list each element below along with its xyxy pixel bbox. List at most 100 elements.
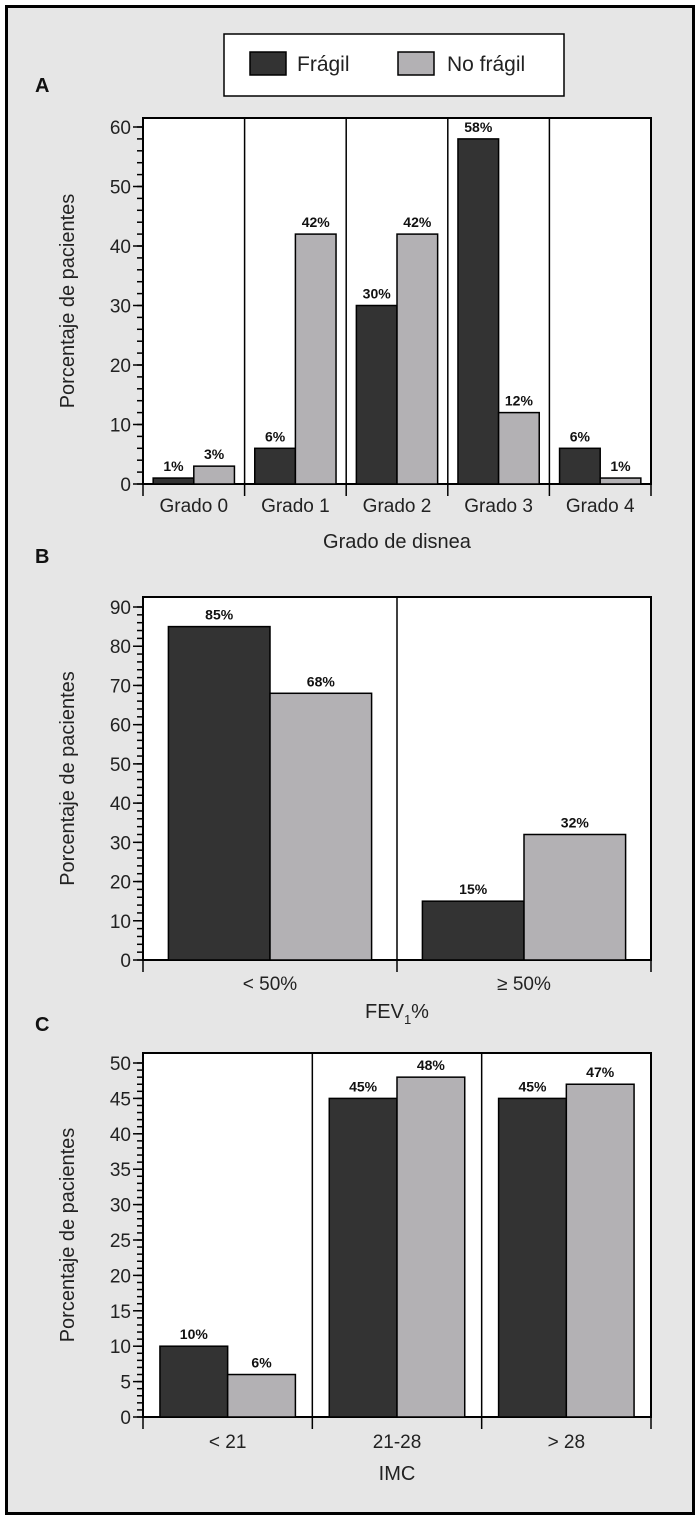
bar-no-fragil [396,233,439,485]
bar-no-fragil [497,411,540,485]
bar-value-label: 10% [180,1326,209,1342]
x-axis-label: Grado de disnea [323,531,472,553]
bar-value-label: 1% [163,458,184,474]
chart-panel-c: C 0 5 10 15 20 25 30 35 40 45 50 10% 6% < 21 45% 48% 21-2… [35,1014,652,1485]
x-axis-label-main: IMC [379,1463,416,1485]
y-tick-label: 0 [120,475,131,496]
x-tick-label: < 50% [243,974,298,995]
y-tick-label: 10 [110,416,131,437]
bar-value-label: 48% [417,1057,446,1073]
bar-fragil [355,304,398,485]
x-axis-label-subscript: 1 [404,1012,411,1027]
bar-value-label: 68% [307,673,336,689]
legend: Frágil No frágil [223,33,565,97]
y-tick-label: 30 [110,1196,131,1217]
bar-value-label: 6% [265,428,286,444]
bar-fragil [328,1097,398,1418]
x-tick-label: < 21 [209,1432,247,1453]
x-tick-label: Grado 0 [159,496,228,517]
bar-fragil [421,900,525,961]
y-tick-label: 15 [110,1302,131,1323]
y-tick-label: 40 [110,794,131,815]
y-tick-label: 45 [110,1089,131,1110]
y-tick-label: 60 [110,118,131,139]
bar-value-label: 32% [561,814,590,830]
panel-label: B [35,546,49,568]
x-tick-label: Grado 3 [464,496,533,517]
y-axis-label: Porcentaje de pacientes [57,1128,79,1343]
legend-label-no-fragil: No frágil [447,53,525,76]
y-tick-label: 20 [110,873,131,894]
bar-fragil [558,447,601,485]
bar-value-label: 45% [349,1078,378,1094]
x-tick-label: Grado 1 [261,496,330,517]
x-tick-label: > 28 [548,1432,586,1453]
x-axis-label-suffix: % [411,1001,429,1023]
bar-fragil [152,477,195,485]
x-tick-label: 21-28 [373,1432,422,1453]
x-tick-label: Grado 2 [363,496,432,517]
x-axis-label: FEV1% [365,1001,429,1027]
bar-no-fragil [294,233,337,485]
bar-no-fragil [599,477,642,485]
y-tick-label: 25 [110,1231,131,1252]
bar-value-label: 6% [570,428,591,444]
bar-value-label: 47% [586,1064,615,1080]
y-tick-label: 90 [110,598,131,619]
y-tick-label: 50 [110,1054,131,1075]
bar-fragil [159,1345,229,1418]
y-axis-label: Porcentaje de pacientes [57,194,79,409]
y-tick-label: 50 [110,755,131,776]
panel-label: A [35,75,49,97]
y-tick-label: 50 [110,178,131,199]
bar-fragil [457,138,500,485]
chart-panel-a: A 0 10 20 30 40 50 60 1% 3% Grado 0 6% 42% Grado 1 30%… [35,75,652,553]
bar-no-fragil [193,465,236,485]
bar-no-fragil [523,833,627,961]
y-tick-label: 60 [110,716,131,737]
y-tick-label: 70 [110,676,131,697]
y-tick-label: 40 [110,1125,131,1146]
x-tick-label: Grado 4 [566,496,635,517]
bar-value-label: 45% [518,1078,547,1094]
bar-value-label: 3% [204,446,225,462]
y-tick-label: 0 [120,951,131,972]
bar-value-label: 58% [464,119,493,135]
bar-value-label: 15% [459,881,488,897]
bar-fragil [497,1097,568,1418]
x-tick-label: ≥ 50% [497,974,551,995]
y-tick-label: 20 [110,356,131,377]
bar-value-label: 30% [363,286,392,302]
bar-fragil [167,625,271,961]
bar-value-label: 85% [205,607,234,623]
y-tick-label: 20 [110,1266,131,1287]
x-axis-label-main: Grado de disnea [323,531,472,553]
y-tick-label: 0 [120,1408,131,1429]
bar-value-label: 42% [403,214,432,230]
legend-label-fragil: Frágil [297,53,350,76]
bar-value-label: 12% [505,393,534,409]
y-tick-label: 10 [110,912,131,933]
y-tick-label: 40 [110,237,131,258]
y-tick-label: 35 [110,1160,131,1181]
bar-no-fragil [396,1076,466,1418]
bar-value-label: 6% [251,1355,272,1371]
y-axis-label: Porcentaje de pacientes [57,671,79,886]
bar-no-fragil [565,1083,635,1418]
bar-fragil [254,447,297,485]
panel-label: C [35,1014,49,1036]
y-tick-label: 30 [110,833,131,854]
y-tick-label: 30 [110,297,131,318]
y-tick-label: 10 [110,1337,131,1358]
x-axis-label-main: FEV [365,1001,405,1023]
y-tick-label: 5 [120,1373,131,1394]
y-tick-label: 80 [110,637,131,658]
x-axis-label: IMC [379,1463,416,1485]
bar-no-fragil [269,692,373,961]
bar-no-fragil [226,1373,297,1418]
legend-swatch-fragil [249,51,287,76]
bar-value-label: 42% [302,214,331,230]
legend-swatch-no-fragil [397,51,435,76]
bar-value-label: 1% [610,458,631,474]
